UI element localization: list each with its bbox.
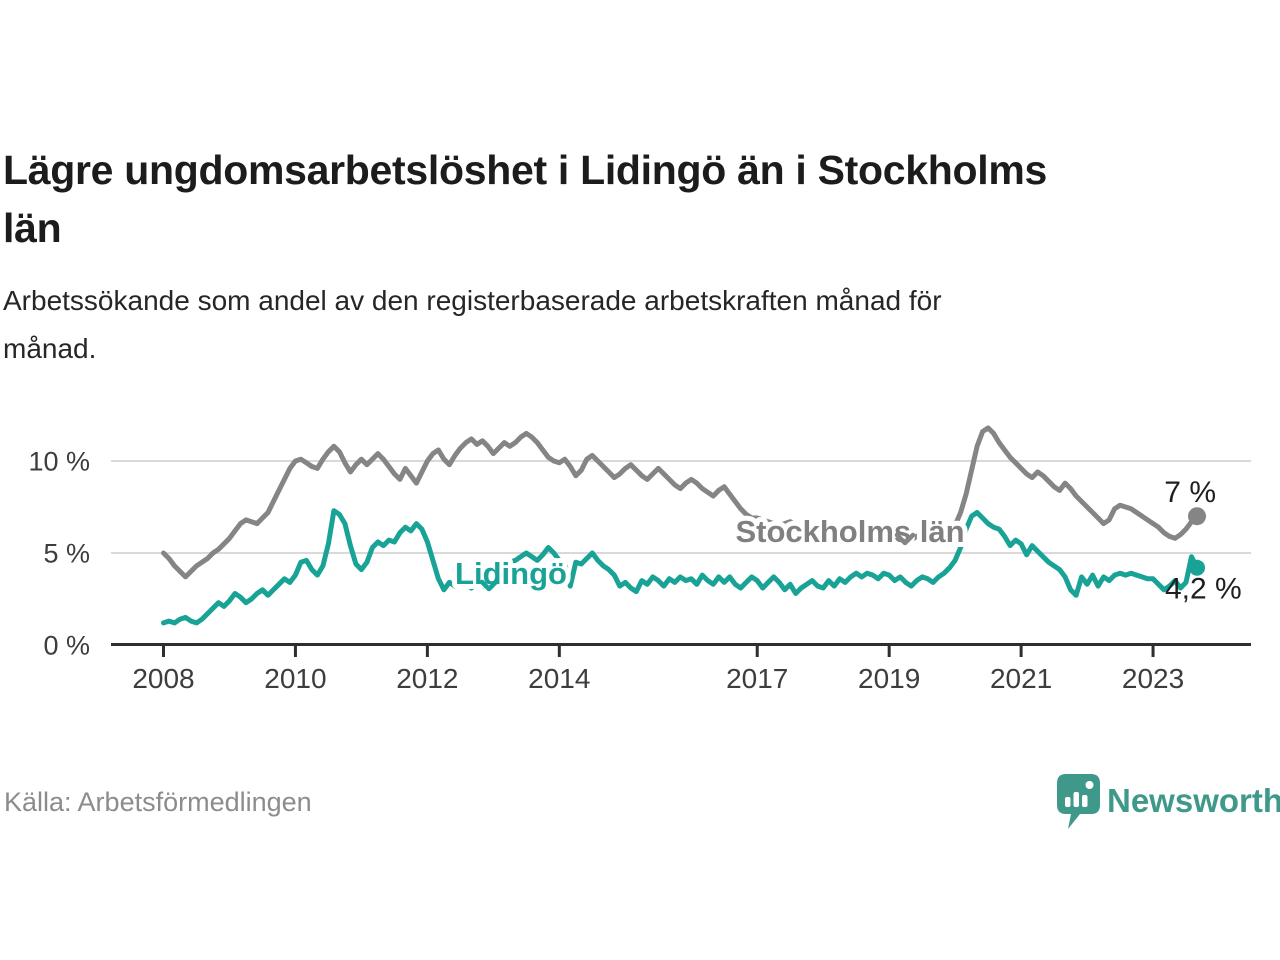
- series-label-lidingo: Lidingö: [455, 556, 567, 591]
- series-end-dot-stockholms-lan: [1188, 507, 1206, 526]
- x-tick-label: 2017: [726, 663, 788, 694]
- source-note: Källa: Arbetsförmedlingen: [4, 787, 312, 817]
- x-tick-label: 2012: [396, 663, 458, 694]
- series-line-lidingo: [161, 508, 1200, 626]
- y-tick-label: 10 %: [28, 447, 90, 477]
- gridlines: [111, 460, 1251, 554]
- x-axis-ticks: 2008 2010 2012 2014 2017 2019 2021 2023: [132, 644, 1184, 694]
- bar-chart-speech-bubble-icon: [1057, 774, 1100, 829]
- x-tick-label: 2023: [1122, 663, 1184, 694]
- brand-name: Newsworthy: [1107, 782, 1280, 819]
- x-tick-label: 2010: [264, 663, 326, 694]
- series-label-stockholms-lan: Stockholms län: [735, 514, 964, 549]
- page-subtitle: Arbetssökande som andel av den registerb…: [3, 285, 942, 364]
- y-axis-labels: 0 % 5 % 10 %: [28, 447, 90, 661]
- x-tick-label: 2021: [990, 663, 1052, 694]
- y-tick-label: 0 %: [43, 631, 90, 661]
- page-title: Lägre ungdomsarbetslöshet i Lidingö än i…: [3, 147, 1047, 251]
- y-tick-label: 5 %: [43, 539, 90, 569]
- x-tick-label: 2019: [858, 663, 920, 694]
- series-end-dot-lidingo: [1189, 559, 1205, 576]
- newsworthy-logo: Newsworthy: [1057, 774, 1280, 829]
- x-tick-label: 2014: [528, 663, 590, 694]
- lidingo-line-peek: [479, 579, 499, 592]
- x-tick-label: 2008: [132, 663, 194, 694]
- end-value-label-lidingo: 4,2 %: [1165, 573, 1242, 606]
- stockholms-line-peek: [894, 532, 916, 546]
- series-line-stockholms-lan: [161, 425, 1200, 580]
- end-value-label-stockholms-lan: 7 %: [1164, 476, 1216, 509]
